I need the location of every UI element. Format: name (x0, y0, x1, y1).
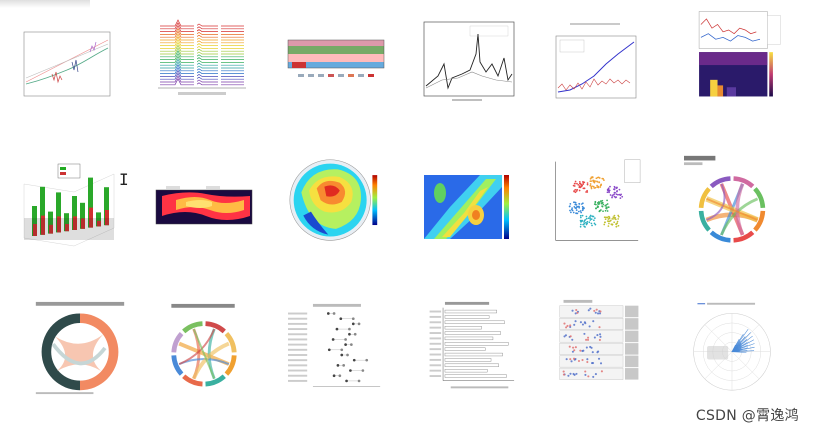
heatmap-banded-thumb[interactable] (282, 22, 390, 118)
chord-trade-graphic (171, 303, 237, 387)
waterfall-ridge-graphic (158, 19, 246, 95)
cluster-scatter-graphic (555, 159, 641, 241)
logo-mark (707, 346, 729, 360)
horizontal-bars-graphic (429, 301, 515, 389)
polar-wind-graphic (693, 302, 771, 391)
contour-map-graphic (424, 175, 509, 239)
faceted-scatter-graphic (559, 299, 639, 380)
energy-spectrum-graphic (423, 21, 515, 101)
horizontal-bars-thumb[interactable] (414, 300, 522, 396)
chord-migration-graphic (684, 155, 766, 243)
chord-migration-thumb[interactable] (678, 154, 786, 250)
polar-wind-thumb[interactable] (678, 298, 786, 394)
chord-trade-thumb[interactable] (150, 302, 258, 398)
trend-line-graphic (555, 23, 637, 99)
heatmap-banded-graphic (287, 39, 385, 77)
faceted-scatter-thumb[interactable] (546, 298, 654, 394)
energy-spectrum-thumb[interactable] (412, 14, 520, 110)
heat-profile-thumb[interactable] (146, 168, 254, 264)
watermark-text: CSDN @霄逸鸿 (695, 408, 799, 424)
cropped-title-strip (0, 0, 90, 8)
contour-map-thumb[interactable] (410, 162, 518, 258)
spectrum-comparison-graphic (23, 31, 111, 97)
3d-bar-thumb[interactable] (14, 158, 122, 254)
dot-plot-thumb[interactable] (282, 302, 390, 398)
3d-bar-graphic (23, 163, 115, 247)
polar-contour-graphic (289, 159, 378, 241)
waterfall-ridge-thumb[interactable] (148, 14, 256, 110)
donut-chord-graphic (35, 301, 125, 395)
cluster-scatter-thumb[interactable] (540, 154, 648, 250)
donut-chord-thumb[interactable] (26, 300, 134, 396)
heat-profile-graphic (155, 186, 253, 225)
dot-plot-graphic (288, 303, 381, 387)
multi-panel-graphic (698, 11, 781, 97)
multi-panel-thumb[interactable] (682, 6, 790, 102)
spectrum-comparison-thumb[interactable] (12, 22, 120, 118)
text-cursor-icon: Ι (119, 170, 129, 189)
trend-line-thumb[interactable] (540, 18, 648, 114)
polar-contour-thumb[interactable] (280, 154, 388, 250)
